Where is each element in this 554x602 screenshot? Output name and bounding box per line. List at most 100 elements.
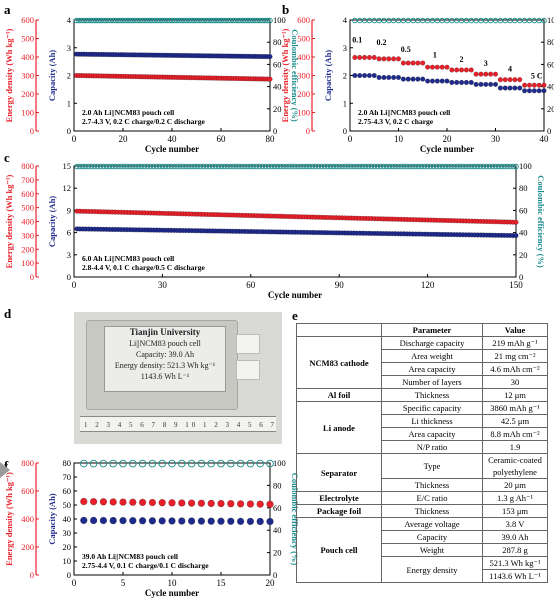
ce-point: [195, 163, 201, 170]
ce-point: [271, 163, 278, 170]
chart-annotation: 2.75-4.4 V, 0.1 C charge/0.1 C discharge: [82, 561, 209, 570]
capacity-point: [458, 79, 465, 86]
y-right-axis-label: Coulombic efficiency (%): [290, 29, 300, 122]
table-parameter: Thickness: [381, 388, 483, 402]
ce-point: [345, 163, 351, 170]
ce-point: [463, 17, 470, 24]
ce-point: [416, 163, 422, 170]
chart-annotation: 2.7-4.3 V, 0.2 C charge/0.2 C discharge: [82, 117, 206, 126]
ce-point: [383, 163, 390, 170]
ce-point: [327, 163, 334, 170]
y-inner-tick-label: 3: [67, 250, 71, 260]
capacity-point: [468, 79, 474, 86]
ce-point: [144, 163, 151, 170]
table-parameter: E/C ratio: [381, 491, 483, 505]
ce-point: [333, 163, 340, 170]
ce-point: [79, 459, 88, 468]
y-right-tick-label: 80: [519, 183, 528, 193]
energy-point: [400, 60, 406, 66]
y-outer-tick-label: 600: [21, 15, 34, 25]
ce-point: [309, 163, 316, 170]
y-right-tick-label: 40: [273, 525, 282, 535]
x-tick-label: 30: [491, 134, 501, 144]
energy-point: [497, 77, 503, 83]
ce-point: [444, 17, 450, 24]
energy-point: [449, 67, 455, 73]
ce-point: [324, 163, 331, 170]
ce-point: [376, 17, 382, 24]
ce-point: [85, 163, 92, 170]
ce-point: [226, 459, 235, 468]
ce-point: [390, 17, 397, 24]
ce-point: [392, 163, 398, 170]
x-tick-label: 0: [72, 280, 77, 290]
energy-point: [531, 82, 537, 88]
y-outer-tick-label: 500: [21, 203, 34, 213]
capacity-point: [256, 517, 264, 526]
ce-point: [292, 163, 298, 170]
capacity-point: [158, 517, 166, 525]
ce-point: [427, 163, 434, 170]
capacity-point: [386, 74, 392, 81]
table-parameter: Weight: [381, 543, 483, 557]
ce-point: [277, 163, 284, 170]
ce-point: [141, 163, 148, 170]
ce-point: [407, 163, 413, 170]
energy-point: [217, 499, 225, 508]
energy-point: [352, 54, 358, 61]
rate-label: 0.1: [352, 35, 362, 44]
ce-point: [483, 163, 490, 170]
ce-point: [451, 163, 457, 170]
rate-label: 4: [508, 65, 512, 74]
capacity-point: [492, 81, 499, 87]
y-outer-tick-label: 100: [297, 108, 310, 118]
ce-point: [351, 163, 357, 170]
ce-point: [133, 163, 139, 170]
ce-point: [366, 17, 373, 24]
ce-point: [83, 163, 89, 170]
y-inner-tick-label: 3: [67, 43, 71, 53]
capacity-point: [526, 88, 533, 94]
ce-point: [245, 163, 251, 170]
ce-point: [289, 163, 295, 170]
ce-point: [458, 17, 465, 24]
ce-point: [138, 459, 147, 468]
ce-point: [497, 17, 504, 24]
chart-annotation: 2.8-4.4 V, 0.1 C charge/0.5 C discharge: [82, 263, 206, 272]
table-value: Ceramic-coated polyethylene: [482, 453, 548, 479]
energy-point: [207, 499, 215, 508]
ce-point: [130, 163, 136, 170]
ce-point: [206, 163, 213, 170]
energy-point: [429, 64, 436, 70]
ce-point: [342, 163, 348, 170]
capacity-point: [434, 78, 440, 84]
capacity-point: [178, 517, 186, 525]
ce-point: [209, 163, 216, 170]
y-outer-axis-label: Energy density (Wh kg⁻¹): [4, 472, 14, 566]
y-outer-tick-label: 700: [21, 175, 34, 185]
panel-letter-b: b: [282, 2, 289, 17]
y-inner-axis-label: Capacity (Ah): [323, 50, 333, 101]
capacity-point: [517, 85, 523, 91]
ce-point: [356, 17, 363, 24]
table-value: 1.9: [482, 440, 548, 454]
ce-point: [268, 163, 275, 170]
capacity-point: [473, 81, 479, 87]
capacity-point: [89, 516, 98, 525]
energy-point: [381, 56, 387, 62]
ce-point: [480, 163, 487, 170]
energy-point: [425, 64, 431, 70]
x-axis-label: Cycle number: [268, 290, 322, 300]
ce-point: [100, 163, 107, 170]
table-parameter: Number of layers: [381, 375, 483, 389]
table-row: Energy density 521.3 Wh kg⁻¹ 1143.6 Wh L⁻¹: [297, 556, 548, 583]
ce-point: [148, 459, 157, 468]
energy-point: [434, 64, 440, 70]
y-inner-tick-label: 20: [63, 542, 72, 552]
table-category: Pouch cell: [296, 517, 382, 583]
capacity-point: [478, 81, 484, 87]
ce-point: [74, 163, 80, 170]
x-tick-label: 40: [168, 134, 178, 144]
y-right-tick-label: 20: [519, 250, 528, 260]
y-inner-tick-label: 3: [343, 43, 347, 53]
